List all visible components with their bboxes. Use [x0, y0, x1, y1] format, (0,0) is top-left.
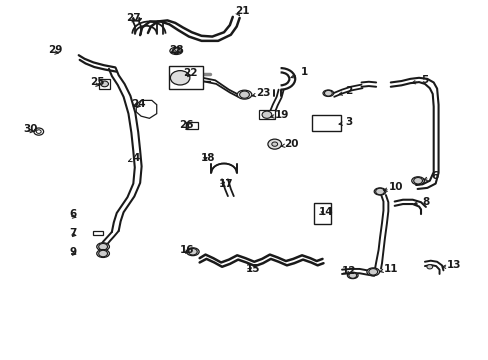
Text: 3: 3	[345, 117, 352, 127]
Text: 7: 7	[69, 228, 77, 238]
Text: 10: 10	[387, 182, 402, 192]
Ellipse shape	[237, 90, 251, 99]
Polygon shape	[136, 100, 157, 118]
Text: 13: 13	[446, 260, 461, 270]
Text: 12: 12	[342, 266, 356, 276]
Circle shape	[36, 130, 41, 134]
FancyBboxPatch shape	[259, 111, 274, 119]
Circle shape	[413, 177, 422, 184]
Circle shape	[426, 265, 432, 269]
Circle shape	[101, 81, 108, 87]
FancyBboxPatch shape	[313, 203, 330, 224]
Text: 24: 24	[131, 99, 145, 109]
Circle shape	[34, 128, 43, 135]
Text: 9: 9	[69, 247, 76, 257]
Text: 20: 20	[284, 139, 298, 149]
Text: 30: 30	[23, 124, 38, 134]
Ellipse shape	[323, 90, 333, 96]
Ellipse shape	[97, 249, 109, 257]
Circle shape	[99, 243, 107, 250]
Text: 28: 28	[169, 45, 183, 55]
Text: 14: 14	[319, 207, 333, 217]
Text: 8: 8	[422, 197, 428, 207]
Text: 18: 18	[200, 153, 215, 163]
Text: 19: 19	[274, 110, 288, 120]
FancyBboxPatch shape	[169, 66, 202, 89]
FancyBboxPatch shape	[311, 115, 340, 131]
Circle shape	[99, 250, 107, 257]
Circle shape	[262, 111, 271, 118]
Circle shape	[188, 248, 197, 255]
Ellipse shape	[97, 243, 109, 251]
Text: 25: 25	[90, 77, 104, 87]
Text: 5: 5	[421, 75, 427, 85]
FancyBboxPatch shape	[185, 122, 198, 130]
Circle shape	[170, 71, 189, 85]
Text: 17: 17	[218, 179, 233, 189]
Ellipse shape	[346, 272, 357, 279]
Circle shape	[375, 188, 384, 195]
Ellipse shape	[366, 268, 379, 276]
Text: 29: 29	[48, 45, 62, 55]
Ellipse shape	[373, 188, 385, 195]
Text: 15: 15	[245, 264, 260, 274]
Circle shape	[348, 273, 356, 278]
Circle shape	[368, 269, 377, 275]
Circle shape	[271, 142, 277, 146]
Text: 6: 6	[69, 209, 76, 219]
Circle shape	[324, 90, 331, 96]
Text: 1: 1	[300, 67, 307, 77]
Text: 23: 23	[255, 88, 270, 98]
Text: 26: 26	[179, 121, 193, 130]
Circle shape	[239, 91, 249, 98]
Text: 2: 2	[345, 86, 352, 96]
Text: 21: 21	[235, 6, 249, 17]
FancyBboxPatch shape	[99, 79, 110, 89]
Circle shape	[172, 48, 180, 54]
Text: 16: 16	[180, 245, 194, 255]
Text: 4: 4	[132, 153, 140, 163]
Text: 11: 11	[383, 264, 397, 274]
Ellipse shape	[186, 248, 199, 256]
FancyBboxPatch shape	[93, 231, 103, 235]
Ellipse shape	[169, 47, 182, 54]
Text: 22: 22	[182, 68, 197, 78]
Circle shape	[267, 139, 281, 149]
Text: 6: 6	[430, 171, 437, 181]
Text: 27: 27	[126, 13, 141, 23]
Ellipse shape	[411, 177, 424, 185]
